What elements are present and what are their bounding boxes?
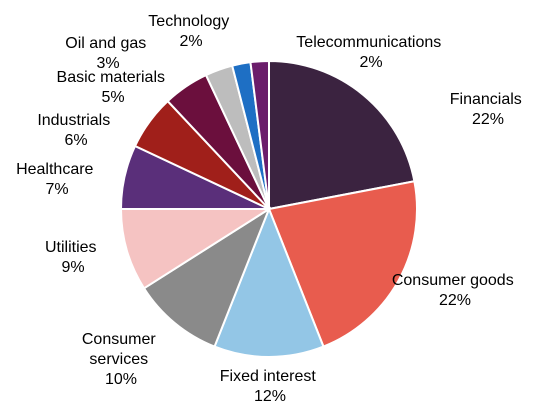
pie-slice-financials: [268, 59, 416, 211]
label-industrials: Industrials 6%: [37, 112, 114, 149]
label-consumer-services: Consumer services 10%: [82, 331, 160, 388]
pie-slice-fixed-interest: [213, 206, 325, 359]
label-financials: Financials 22%: [450, 91, 526, 128]
label-consumer-goods: Consumer goods 22%: [392, 272, 518, 309]
pie-slice-consumer-services: [142, 206, 272, 348]
pie-slices: [119, 59, 418, 359]
label-telecommunications: Telecommunications 2%: [296, 34, 445, 71]
label-technology: Technology 2%: [148, 13, 233, 50]
label-fixed-interest: Fixed interest 12%: [220, 368, 321, 401]
label-basic-materials: Basic materials 5%: [57, 69, 170, 106]
label-utilities: Utilities 9%: [45, 239, 101, 276]
pie-slice-utilities: [119, 208, 273, 290]
pie-slice-telecommunications: [249, 59, 270, 210]
pie-slice-consumer-goods: [267, 180, 418, 348]
label-oil-and-gas: Oil and gas 3%: [65, 35, 150, 72]
label-healthcare: Healthcare 7%: [16, 161, 98, 198]
